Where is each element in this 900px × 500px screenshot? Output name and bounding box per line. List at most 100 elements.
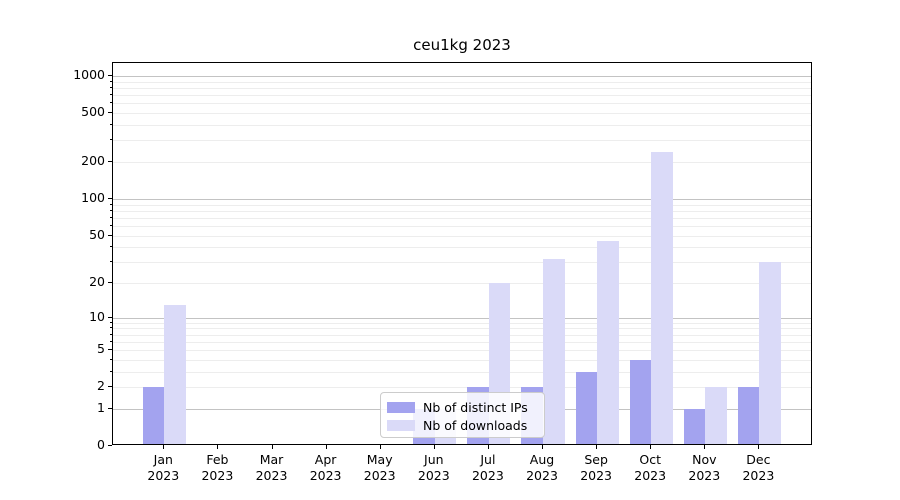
downloads-swatch (387, 419, 415, 431)
x-tick-mark (704, 445, 706, 449)
y-tick-mark (108, 112, 112, 114)
minor-gridline (113, 235, 811, 237)
x-tick-mark (379, 445, 381, 449)
minor-gridline (113, 204, 811, 206)
minor-gridline (113, 210, 811, 212)
minor-gridline (113, 103, 811, 105)
minor-gridline (113, 125, 811, 126)
downloads-bar-dec (759, 262, 781, 444)
x-tick-label: Dec 2023 (742, 452, 775, 483)
y-minor-tick-mark (109, 370, 112, 372)
y-minor-tick-mark (109, 216, 112, 218)
distinct-ips-bar-nov (683, 408, 706, 444)
y-minor-tick-mark (109, 102, 112, 104)
x-tick-mark (650, 445, 652, 449)
legend-label-distinct-ips: Nb of distinct IPs (423, 399, 528, 415)
y-tick-label: 200 (81, 153, 105, 168)
y-tick-label: 0 (97, 437, 105, 452)
plot-area (112, 62, 812, 445)
distinct-ips-bar-dec (737, 387, 760, 444)
minor-gridline (113, 359, 811, 361)
y-tick-mark (108, 386, 112, 388)
minor-gridline (113, 140, 811, 142)
y-minor-tick-mark (109, 333, 112, 335)
downloads-bar-jan (164, 304, 186, 444)
x-tick-label: May 2023 (363, 452, 396, 483)
y-minor-tick-mark (109, 87, 112, 88)
minor-gridline (113, 262, 811, 264)
y-tick-label: 10 (89, 308, 105, 324)
minor-gridline (113, 81, 811, 83)
legend-item-downloads: Nb of downloads (387, 416, 536, 434)
minor-gridline (113, 88, 811, 89)
y-tick-label: 1 (97, 399, 105, 415)
y-minor-tick-mark (109, 139, 112, 141)
minor-gridline (113, 283, 811, 284)
x-tick-mark (163, 445, 165, 449)
y-minor-tick-mark (109, 80, 112, 82)
major-gridline (113, 76, 811, 77)
y-tick-label: 50 (89, 226, 105, 242)
minor-gridline (113, 95, 811, 97)
major-gridline (113, 198, 811, 200)
x-tick-label: Aug 2023 (526, 452, 558, 483)
minor-gridline (113, 387, 811, 389)
x-tick-label: Jan 2023 (147, 452, 180, 483)
distinct-ips-bar-oct (629, 359, 652, 444)
x-tick-label: Mar 2023 (255, 452, 288, 483)
minor-gridline (113, 113, 811, 115)
y-tick-mark (108, 316, 112, 318)
x-tick-label: Nov 2023 (688, 452, 721, 483)
y-tick-mark (108, 75, 112, 76)
legend: Nb of distinct IPs Nb of downloads (380, 392, 545, 438)
y-minor-tick-mark (109, 224, 112, 226)
x-tick-mark (217, 445, 219, 449)
y-tick-mark (108, 161, 112, 162)
downloads-bar-aug (543, 258, 565, 444)
y-tick-mark (108, 445, 112, 446)
x-tick-label: Jul 2023 (471, 452, 504, 483)
minor-gridline (113, 217, 811, 219)
x-tick-mark (758, 445, 760, 449)
downloads-bar-sep (597, 241, 619, 444)
x-tick-label: Sep 2023 (580, 452, 612, 483)
x-tick-mark (596, 445, 598, 449)
x-tick-mark (487, 445, 489, 449)
minor-gridline (113, 225, 811, 227)
y-tick-label: 5 (97, 341, 105, 357)
x-tick-mark (433, 445, 435, 449)
y-minor-tick-mark (109, 327, 112, 329)
minor-gridline (113, 162, 811, 163)
y-minor-tick-mark (109, 321, 112, 323)
x-tick-label: Apr 2023 (309, 452, 342, 483)
x-tick-label: Jun 2023 (417, 452, 450, 483)
y-tick-mark (108, 349, 112, 351)
y-minor-tick-mark (109, 261, 112, 263)
distinct-ips-bar-sep (575, 371, 598, 444)
downloads-bar-nov (705, 387, 727, 444)
y-tick-mark (108, 234, 112, 236)
y-tick-label: 1000 (73, 67, 105, 82)
distinct-ips-bar-jan (142, 387, 165, 444)
x-tick-mark (271, 445, 273, 449)
y-tick-label: 500 (81, 104, 105, 120)
minor-gridline (113, 322, 811, 324)
y-minor-tick-mark (109, 209, 112, 211)
x-tick-label: Oct 2023 (634, 452, 667, 483)
y-tick-label: 2 (97, 378, 105, 394)
distinct-ips-swatch (387, 401, 415, 413)
y-minor-tick-mark (109, 340, 112, 342)
y-tick-label: 20 (89, 274, 105, 289)
minor-gridline (113, 350, 811, 352)
x-tick-mark (542, 445, 543, 449)
downloads-bar-oct (651, 152, 673, 444)
y-tick-mark (108, 282, 112, 283)
y-minor-tick-mark (109, 203, 112, 205)
minor-gridline (113, 334, 811, 336)
x-tick-mark (325, 445, 327, 449)
y-minor-tick-mark (109, 246, 112, 248)
legend-item-distinct-ips: Nb of distinct IPs (387, 398, 536, 416)
y-tick-label: 100 (81, 189, 105, 205)
legend-label-downloads: Nb of downloads (423, 417, 528, 433)
